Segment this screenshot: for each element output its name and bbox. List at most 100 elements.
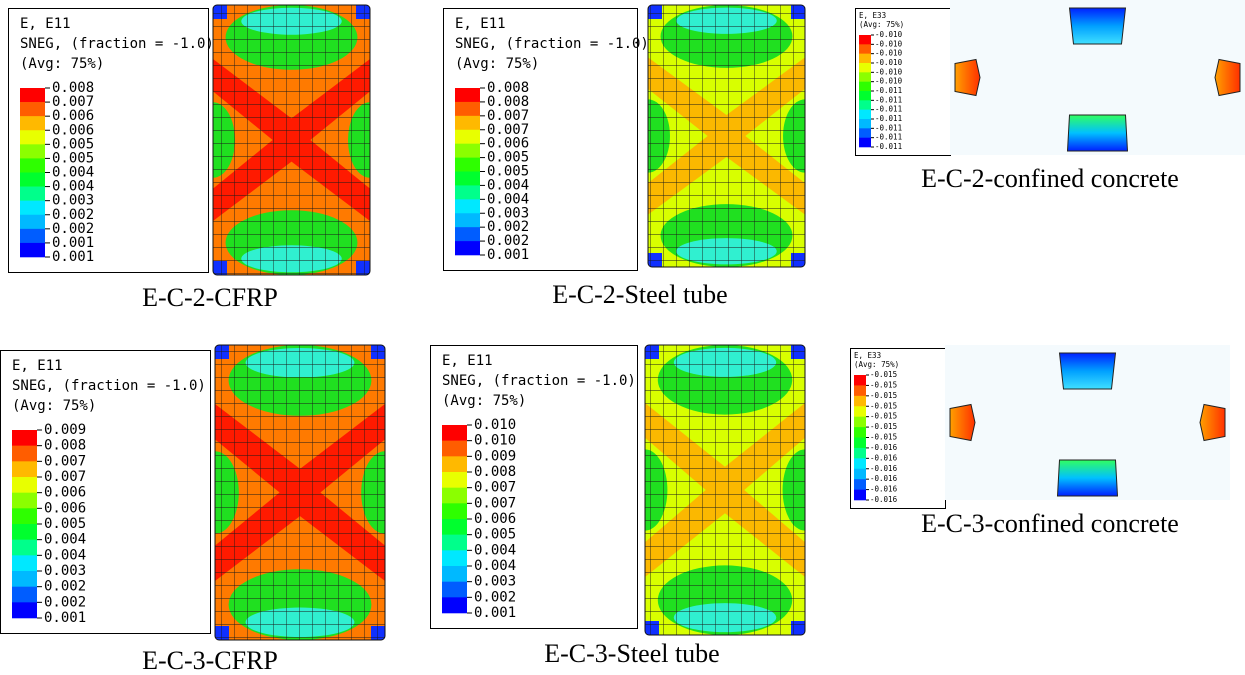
contour: [215, 345, 385, 640]
legend-swatch: [455, 143, 480, 158]
legend-value: 0.005: [487, 164, 529, 180]
legend-value: 0.004: [44, 547, 86, 563]
legend-swatch: [854, 406, 866, 417]
legend-swatch: [455, 185, 480, 200]
legend-swatch: [12, 492, 37, 509]
legend-swatch: [859, 119, 871, 129]
legend-title: (Avg: 75%): [854, 360, 899, 369]
legend-swatch: [20, 214, 45, 230]
panel: E, E11 SNEG, (fraction = -1.0) (Avg: 75%) 0…: [0, 344, 386, 675]
legend-title: E, E33: [859, 11, 886, 20]
legend-swatch: [854, 447, 866, 459]
legend-swatch: [12, 445, 37, 462]
legend-swatch: [442, 503, 467, 520]
legend-value: 0.005: [474, 527, 516, 543]
legend-value: -0.015: [870, 401, 897, 410]
legend-swatch: [859, 63, 871, 73]
panel: E, E33(Avg: 75%)-0.015-0.015-0.015-0.015…: [850, 345, 1230, 538]
legend-title: (Avg: 75%): [455, 56, 539, 72]
legend-value: -0.011: [875, 142, 902, 151]
concrete-block: [1199, 403, 1226, 442]
legend-value: 0.006: [487, 136, 529, 152]
legend-swatch: [854, 468, 866, 480]
legend-value: 0.002: [474, 589, 516, 605]
legend-swatch: [455, 171, 480, 186]
legend-value: 0.001: [52, 235, 94, 251]
legend-swatch: [455, 227, 480, 242]
legend-value: -0.016: [870, 443, 898, 452]
legend-value: 0.003: [487, 205, 529, 221]
legend-swatch: [442, 440, 467, 457]
legend-value: 0.010: [474, 433, 516, 449]
legend-value: 0.005: [44, 516, 86, 532]
legend-value: -0.016: [870, 485, 898, 494]
legend-swatch: [854, 395, 866, 407]
legend-swatch: [859, 137, 871, 148]
legend-value: 0.002: [44, 579, 86, 595]
legend-title: SNEG, (fraction = -1.0): [12, 378, 206, 394]
legend-swatch: [20, 158, 45, 173]
legend-value: 0.009: [474, 448, 516, 464]
legend-value: 0.007: [487, 108, 529, 124]
legend-swatch: [854, 416, 866, 428]
legend-title: SNEG, (fraction = -1.0): [455, 36, 649, 52]
legend-swatch: [859, 72, 871, 82]
legend-swatch: [859, 91, 871, 101]
legend-value: 0.006: [44, 485, 86, 501]
mesh: [648, 5, 805, 267]
legend-value: -0.010: [875, 39, 903, 48]
legend-value: -0.010: [875, 58, 903, 67]
concrete-block: [1066, 114, 1129, 152]
legend-value: 0.004: [52, 179, 94, 195]
legend-swatch: [442, 550, 467, 567]
legend-value: 0.003: [44, 563, 86, 579]
legend-swatch: [12, 571, 37, 587]
legend-swatch: [12, 477, 37, 493]
legend-value: 0.006: [44, 500, 86, 516]
legend-value: -0.015: [870, 380, 897, 389]
legend-swatch: [455, 199, 480, 214]
legend-swatch: [442, 456, 467, 473]
legend-value: -0.011: [875, 105, 902, 114]
legend-swatch: [859, 35, 871, 45]
legend-value: 0.005: [52, 136, 94, 152]
legend-swatch: [455, 101, 480, 117]
legend-value: 0.008: [474, 464, 516, 480]
legend-swatch: [20, 144, 45, 159]
legend-title: SNEG, (fraction = -1.0): [20, 36, 214, 52]
legend-swatch: [442, 519, 467, 535]
legend-value: -0.015: [870, 433, 897, 442]
legend-value: -0.015: [870, 412, 897, 421]
legend-value: -0.016: [870, 495, 898, 504]
legend-swatch: [20, 116, 45, 131]
legend-swatch: [12, 586, 37, 603]
legend-swatch: [20, 130, 45, 145]
legend-value: 0.007: [487, 122, 529, 138]
legend-swatch: [442, 566, 467, 582]
legend-title: E, E11: [455, 16, 506, 32]
legend-swatch: [455, 213, 480, 228]
legend-value: 0.007: [474, 495, 516, 511]
legend-swatch: [859, 44, 871, 54]
legend-value: 0.009: [44, 422, 86, 438]
legend-swatch: [859, 128, 871, 138]
legend-title: (Avg: 75%): [20, 56, 104, 72]
column-outline: [214, 344, 386, 641]
legend-value: 0.006: [52, 108, 94, 124]
mesh: [213, 5, 370, 275]
legend-swatch: [12, 430, 37, 446]
legend-swatch: [455, 129, 480, 144]
legend-swatch: [859, 100, 871, 110]
legend-value: -0.010: [875, 30, 903, 39]
legend-value: -0.010: [875, 67, 903, 76]
legend-swatch: [442, 472, 467, 488]
legend-swatch: [20, 88, 45, 103]
legend-value: 0.004: [44, 532, 86, 548]
panel: E, E33(Avg: 75%)-0.010-0.010-0.010-0.010…: [855, 0, 1245, 193]
legend-value: 0.004: [474, 558, 516, 574]
legend-swatch: [20, 200, 45, 216]
column-outline: [647, 4, 806, 268]
legend-swatch: [854, 427, 866, 438]
legend-swatch: [854, 458, 866, 470]
mesh: [645, 345, 805, 635]
